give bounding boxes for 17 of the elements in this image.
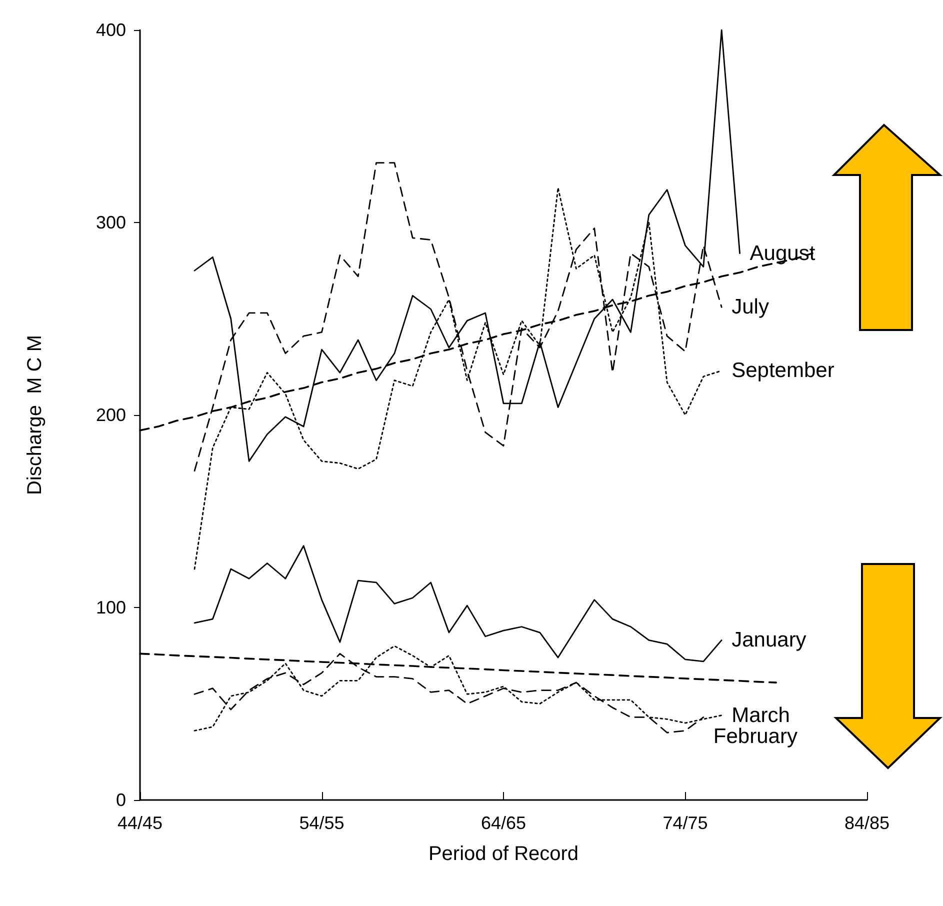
series-label: January	[732, 628, 807, 652]
y-tick-label: 300	[96, 212, 126, 232]
series-label: March	[732, 704, 790, 727]
series-label: July	[732, 296, 770, 319]
y-tick-label: 200	[96, 405, 126, 425]
x-tick-label: 74/75	[662, 813, 708, 833]
y-tick-label: 400	[96, 20, 126, 40]
x-axis-title: Period of Record	[428, 843, 579, 865]
series-label: September	[732, 359, 834, 382]
x-tick-label: 44/45	[117, 813, 163, 833]
x-tick-label: 54/55	[299, 813, 344, 833]
x-tick-label: 64/65	[480, 813, 526, 833]
y-tick-label: 100	[96, 598, 126, 618]
y-axis-title: Discharge M C M	[24, 334, 46, 496]
series-label: February	[713, 724, 798, 748]
y-tick-label: 0	[116, 790, 126, 810]
x-tick-label: 84/85	[844, 813, 890, 833]
